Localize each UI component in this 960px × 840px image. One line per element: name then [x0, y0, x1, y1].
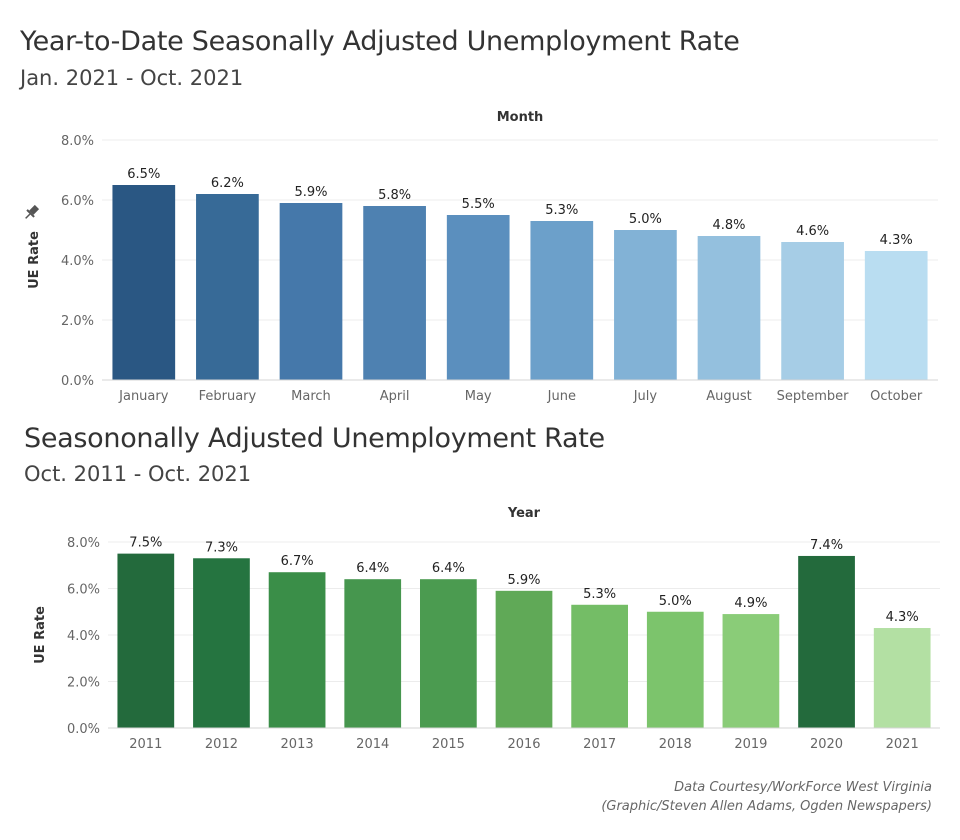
data-label: 5.0%	[659, 594, 692, 609]
bar	[279, 203, 343, 380]
bar	[117, 553, 175, 728]
bar	[530, 221, 594, 380]
bar	[614, 230, 677, 380]
chart-subtitle: Oct. 2011 - Oct. 2021	[24, 462, 252, 486]
data-label: 4.8%	[712, 218, 745, 233]
y-tick-label: 2.0%	[67, 676, 100, 691]
x-tick-label: 2017	[583, 737, 616, 752]
bar	[697, 236, 761, 380]
data-label: 5.3%	[545, 203, 578, 218]
data-label: 6.4%	[356, 561, 389, 576]
bar	[873, 628, 931, 728]
x-axis-title: Year	[507, 506, 541, 521]
graphic-credit: (Graphic/Steven Allen Adams, Ogden Newsp…	[601, 799, 932, 814]
bar	[495, 590, 553, 728]
y-tick-label: 8.0%	[61, 134, 94, 149]
bar	[446, 215, 510, 380]
x-tick-label: 2015	[432, 737, 465, 752]
bar	[196, 194, 259, 380]
bar	[344, 579, 402, 728]
y-tick-label: 6.0%	[67, 583, 100, 598]
x-tick-label: 2011	[129, 737, 162, 752]
x-tick-label: January	[118, 389, 169, 404]
x-tick-label: 2012	[205, 737, 238, 752]
data-label: 4.3%	[886, 610, 919, 625]
bar	[646, 611, 704, 728]
data-label: 7.5%	[129, 536, 162, 551]
y-tick-label: 4.0%	[67, 629, 100, 644]
x-axis-title: Month	[497, 110, 544, 125]
bar	[193, 558, 250, 728]
bar	[112, 185, 176, 380]
y-axis-title: UE Rate	[27, 231, 42, 289]
x-tick-label: April	[380, 389, 410, 404]
x-tick-label: October	[870, 389, 923, 404]
data-label: 4.9%	[734, 596, 767, 611]
pin-icon	[25, 204, 40, 219]
chart-subtitle: Jan. 2021 - Oct. 2021	[20, 66, 244, 90]
bar	[864, 251, 928, 380]
chart-title: Seasononally Adjusted Unemployment Rate	[24, 423, 605, 454]
chart-title: Year-to-Date Seasonally Adjusted Unemplo…	[20, 26, 740, 57]
data-label: 4.6%	[796, 224, 829, 239]
y-tick-label: 0.0%	[61, 374, 94, 389]
x-tick-label: 2020	[810, 737, 843, 752]
bar	[722, 614, 780, 728]
x-tick-label: March	[291, 389, 331, 404]
data-label: 4.3%	[880, 233, 913, 248]
x-tick-label: June	[547, 389, 576, 404]
x-tick-label: 2019	[734, 737, 767, 752]
data-label: 6.4%	[432, 561, 465, 576]
x-tick-label: May	[465, 389, 492, 404]
y-tick-label: 2.0%	[61, 314, 94, 329]
bar	[363, 206, 426, 380]
data-label: 6.5%	[127, 167, 160, 182]
x-tick-label: September	[777, 389, 850, 404]
data-label: 5.3%	[583, 587, 616, 602]
data-label: 6.2%	[211, 176, 244, 191]
x-tick-label: 2016	[507, 737, 540, 752]
yearly-bar-chart: 0.0% 2.0% 4.0% 6.0% 8.0% Year UE Rate 7.5% 2011 7…	[33, 506, 940, 752]
bar	[781, 242, 844, 380]
y-tick-label: 8.0%	[67, 536, 100, 551]
data-label: 5.0%	[629, 212, 662, 227]
bar	[420, 579, 477, 728]
y-axis-title: UE Rate	[33, 606, 48, 664]
data-label: 5.8%	[378, 188, 411, 203]
x-tick-label: February	[199, 389, 257, 404]
data-label: 5.5%	[462, 197, 495, 212]
x-tick-label: August	[706, 389, 752, 404]
data-label: 6.7%	[281, 554, 314, 569]
monthly-bar-chart: 0.0% 2.0% 4.0% 6.0% 8.0% Month UE Rate 6.5% Janu…	[25, 110, 938, 404]
bar	[268, 572, 326, 728]
x-tick-label: 2013	[281, 737, 314, 752]
data-credit: Data Courtesy/WorkForce West Virginia	[674, 780, 932, 795]
bar	[798, 555, 855, 728]
data-label: 7.3%	[205, 540, 238, 555]
data-label: 5.9%	[507, 573, 540, 588]
x-tick-label: July	[633, 389, 658, 404]
x-tick-label: 2014	[356, 737, 389, 752]
bar	[571, 604, 628, 728]
y-tick-label: 0.0%	[67, 722, 100, 737]
y-tick-label: 6.0%	[61, 194, 94, 209]
x-tick-label: 2021	[886, 737, 919, 752]
data-label: 7.4%	[810, 538, 843, 553]
x-tick-label: 2018	[659, 737, 692, 752]
data-label: 5.9%	[294, 185, 327, 200]
y-tick-label: 4.0%	[61, 254, 94, 269]
